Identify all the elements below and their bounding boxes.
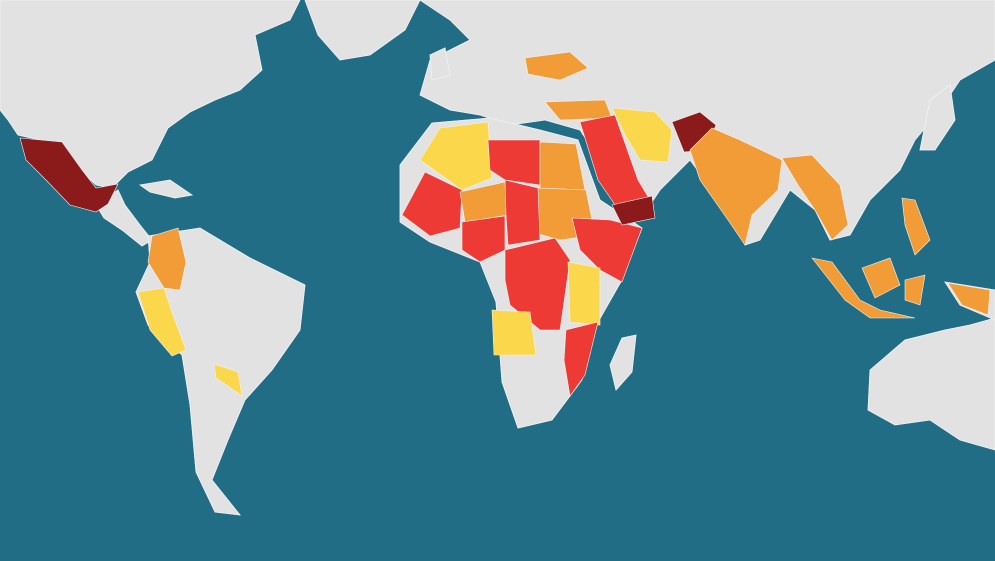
ukraine [524,51,589,81]
southeast-asia [781,154,849,241]
mali [401,171,463,237]
angola [491,309,537,356]
japan [919,84,956,151]
australia [867,317,995,451]
highlighted-countries [19,51,991,397]
indonesia-west [811,257,916,319]
indonesia-east [904,274,926,306]
tanzania [567,261,601,326]
horn-of-africa [571,217,643,283]
papua [947,282,991,316]
madagascar [609,334,637,391]
chad [504,179,541,246]
colombia [147,227,187,291]
mozambique [563,321,599,397]
caribbean [138,179,194,199]
mexico [19,137,119,213]
north-america [0,0,301,189]
libya [487,139,541,186]
philippines [901,197,931,256]
central-africa [504,237,571,331]
south-asia [689,127,783,246]
iran [611,107,673,163]
paraguay [213,363,243,397]
peru [137,287,187,357]
uk [429,47,451,81]
borneo [861,257,901,299]
greenland [304,0,421,61]
nigeria [461,215,506,263]
yemen [611,195,656,226]
